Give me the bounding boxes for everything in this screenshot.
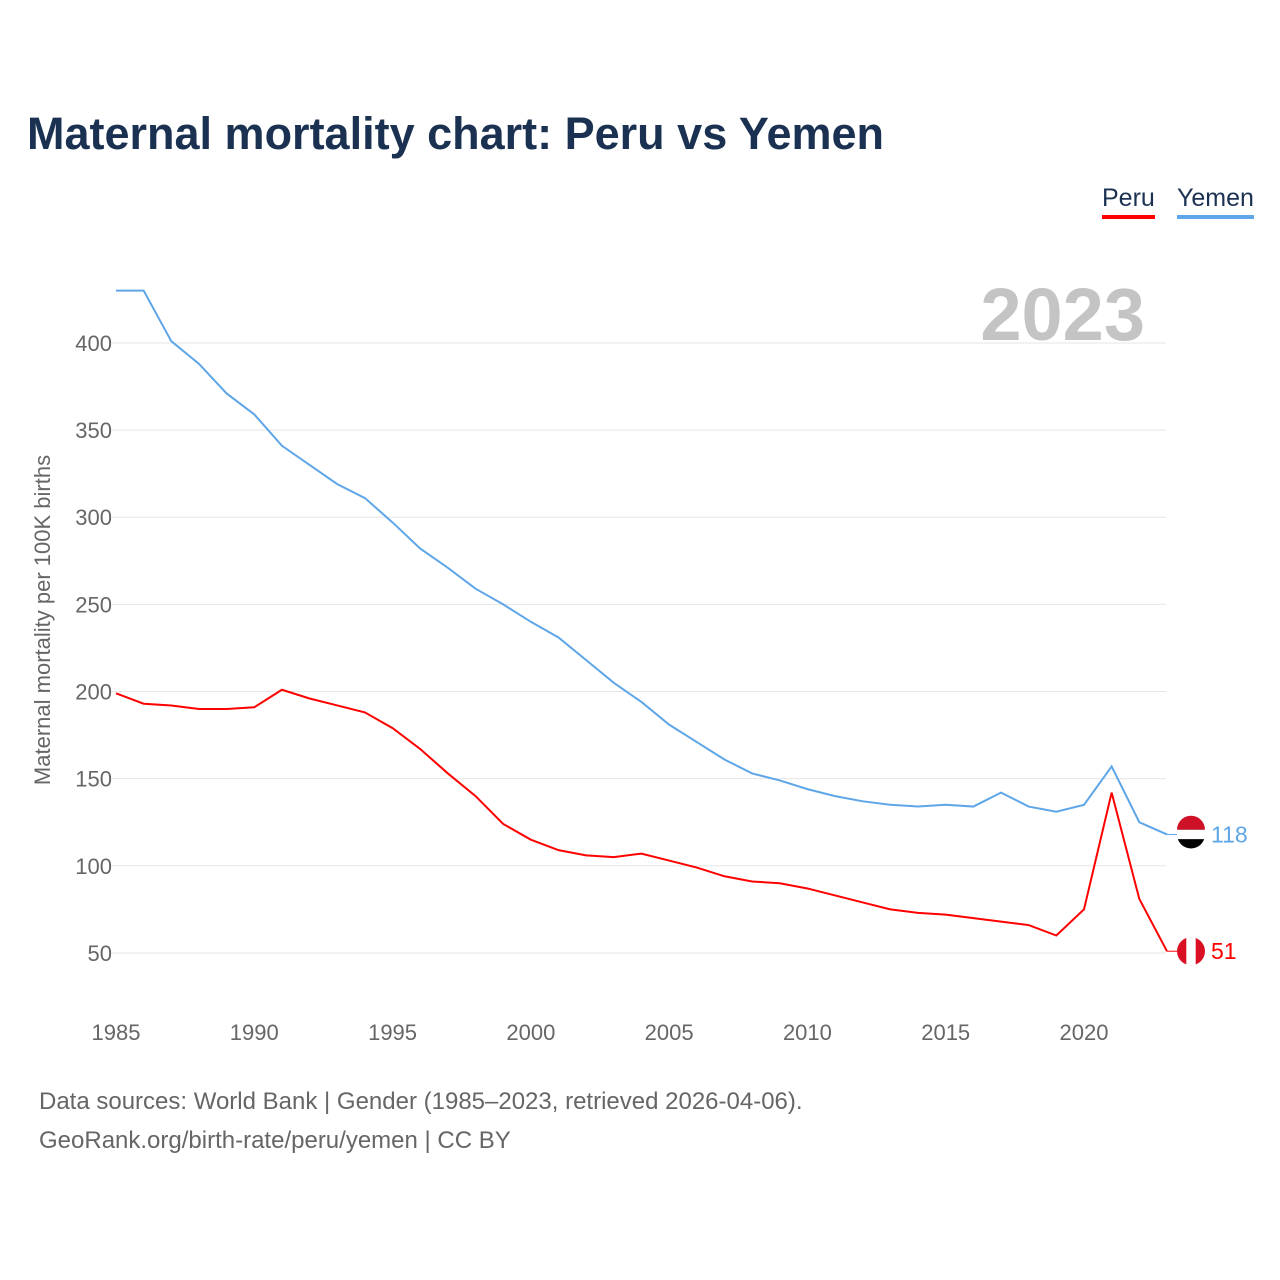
x-tick-label: 2015 — [921, 1020, 970, 1045]
peru-flag-stripe — [1186, 937, 1196, 966]
y-tick-label: 350 — [75, 418, 112, 443]
series-line-peru — [115, 688, 1168, 952]
end-label-yemen: 118 — [1211, 821, 1248, 847]
y-tick-label: 400 — [75, 331, 112, 356]
footer-credit: GeoRank.org/birth-rate/peru/yemen | CC B… — [39, 1127, 511, 1154]
end-label-peru: 51 — [1211, 938, 1237, 964]
year-watermark: 2023 — [980, 273, 1145, 356]
x-tick-label: 2020 — [1060, 1020, 1109, 1045]
series-line-yemen — [116, 289, 1168, 836]
y-tick-label: 200 — [75, 680, 112, 705]
y-tick-label: 150 — [75, 767, 112, 792]
legend-yemen[interactable]: Yemen — [1177, 184, 1254, 219]
y-tick-label: 100 — [75, 854, 112, 879]
x-tick-label: 1995 — [368, 1020, 417, 1045]
y-tick-label: 250 — [75, 592, 112, 617]
footer-sources: Data sources: World Bank | Gender (1985–… — [39, 1088, 803, 1115]
y-axis-label: Maternal mortality per 100K births — [30, 455, 55, 785]
legend-peru[interactable]: Peru — [1102, 184, 1155, 219]
chart-title: Maternal mortality chart: Peru vs Yemen — [27, 108, 884, 159]
y-tick-label: 50 — [88, 941, 112, 966]
x-tick-label: 1990 — [230, 1020, 279, 1045]
yemen-flag-white — [1177, 829, 1205, 840]
y-tick-label: 300 — [75, 505, 112, 530]
x-tick-label: 2005 — [645, 1020, 694, 1045]
x-tick-label: 2010 — [783, 1020, 832, 1045]
x-tick-label: 2000 — [506, 1020, 555, 1045]
x-tick-label: 1985 — [92, 1020, 141, 1045]
yemen-flag-red — [1177, 815, 1205, 830]
